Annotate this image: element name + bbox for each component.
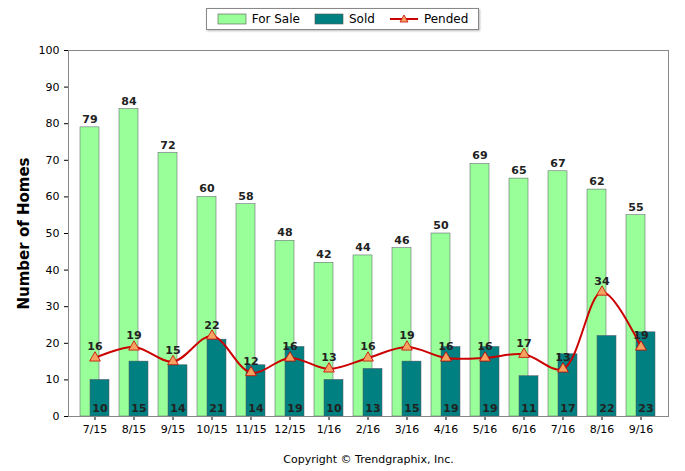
svg-text:Copyright © Trendgraphix, Inc.: Copyright © Trendgraphix, Inc. — [283, 453, 453, 466]
svg-text:4/16: 4/16 — [434, 423, 459, 436]
svg-text:14: 14 — [170, 402, 186, 415]
svg-text:62: 62 — [589, 175, 604, 188]
svg-text:19: 19 — [399, 329, 414, 342]
svg-text:19: 19 — [126, 329, 141, 342]
svg-text:16: 16 — [477, 340, 493, 353]
svg-text:23: 23 — [638, 402, 653, 415]
svg-text:16: 16 — [87, 340, 103, 353]
svg-text:60: 60 — [46, 190, 60, 203]
svg-text:55: 55 — [628, 201, 643, 214]
svg-text:13: 13 — [321, 351, 336, 364]
svg-text:16: 16 — [360, 340, 376, 353]
svg-text:11/15: 11/15 — [235, 423, 267, 436]
svg-text:17: 17 — [560, 402, 575, 415]
svg-text:15: 15 — [131, 402, 146, 415]
svg-text:16: 16 — [438, 340, 454, 353]
svg-text:40: 40 — [46, 264, 60, 277]
svg-text:16: 16 — [282, 340, 298, 353]
svg-text:17: 17 — [516, 337, 531, 350]
svg-text:72: 72 — [160, 139, 175, 152]
svg-text:69: 69 — [472, 149, 487, 162]
svg-text:0: 0 — [53, 410, 60, 423]
svg-text:50: 50 — [46, 227, 60, 240]
svg-text:14: 14 — [248, 402, 264, 415]
svg-text:46: 46 — [394, 234, 410, 247]
svg-text:34: 34 — [594, 275, 610, 288]
html-text:Pended: Pended — [423, 12, 469, 26]
svg-text:19: 19 — [482, 402, 497, 415]
svg-text:12: 12 — [243, 355, 258, 368]
svg-text:12/15: 12/15 — [274, 423, 306, 436]
svg-text:100: 100 — [39, 44, 60, 57]
svg-text:19: 19 — [633, 329, 648, 342]
svg-text:84: 84 — [121, 95, 137, 108]
svg-text:8/15: 8/15 — [122, 423, 147, 436]
svg-text:42: 42 — [316, 248, 331, 261]
svg-text:50: 50 — [433, 219, 449, 232]
svg-text:8/16: 8/16 — [590, 423, 615, 436]
svg-text:80: 80 — [46, 117, 60, 130]
svg-text:13: 13 — [365, 402, 380, 415]
svg-text:65: 65 — [511, 164, 526, 177]
svg-text:90: 90 — [46, 81, 60, 94]
svg-text:1/16: 1/16 — [317, 423, 342, 436]
svg-text:21: 21 — [209, 402, 224, 415]
svg-text:22: 22 — [204, 319, 219, 332]
svg-text:2/16: 2/16 — [356, 423, 381, 436]
svg-text:15: 15 — [165, 344, 180, 357]
svg-text:5/16: 5/16 — [473, 423, 498, 436]
svg-text:20: 20 — [46, 337, 60, 350]
svg-text:15: 15 — [404, 402, 419, 415]
svg-text:58: 58 — [238, 190, 253, 203]
html-text:For Sale: For Sale — [251, 12, 300, 26]
svg-text:9/15: 9/15 — [161, 423, 186, 436]
svg-text:19: 19 — [443, 402, 458, 415]
svg-text:67: 67 — [550, 157, 565, 170]
svg-text:7/16: 7/16 — [551, 423, 576, 436]
svg-text:60: 60 — [199, 182, 215, 195]
svg-text:3/16: 3/16 — [395, 423, 420, 436]
html-text:Sold: Sold — [349, 12, 375, 26]
svg-text:10: 10 — [92, 402, 108, 415]
svg-text:6/16: 6/16 — [512, 423, 537, 436]
svg-text:10: 10 — [46, 373, 60, 386]
svg-text:Number of Homes: Number of Homes — [15, 157, 33, 309]
svg-text:13: 13 — [555, 351, 570, 364]
svg-text:19: 19 — [287, 402, 302, 415]
svg-text:10: 10 — [326, 402, 342, 415]
svg-text:30: 30 — [46, 300, 60, 313]
svg-text:79: 79 — [82, 113, 97, 126]
svg-text:70: 70 — [46, 154, 60, 167]
svg-text:22: 22 — [599, 402, 614, 415]
svg-text:48: 48 — [277, 226, 292, 239]
svg-text:7/15: 7/15 — [83, 423, 108, 436]
svg-text:11: 11 — [521, 402, 536, 415]
svg-text:10/15: 10/15 — [196, 423, 228, 436]
svg-text:9/16: 9/16 — [629, 423, 654, 436]
svg-text:44: 44 — [355, 241, 371, 254]
